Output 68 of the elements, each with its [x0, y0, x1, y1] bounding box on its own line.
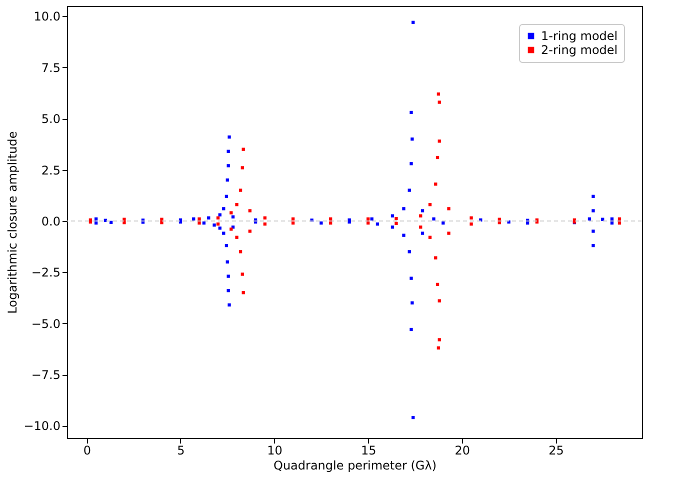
point	[291, 217, 295, 221]
point	[122, 221, 126, 224]
point	[434, 256, 438, 260]
x-tick-label: 25	[548, 444, 564, 458]
point	[436, 282, 440, 286]
point	[436, 92, 440, 96]
y-tick-label: 10.0	[34, 10, 60, 24]
point	[230, 211, 233, 214]
x-axis-title: Quadrangle perimeter (Gλ)	[273, 458, 437, 472]
point	[438, 299, 441, 302]
point	[291, 221, 295, 225]
point	[198, 217, 201, 221]
point	[235, 236, 238, 239]
x-tick-label: 15	[360, 444, 376, 458]
point	[263, 216, 266, 220]
point	[248, 209, 252, 212]
point	[122, 218, 126, 221]
y-tick-label: −10.0	[24, 419, 60, 434]
point	[470, 216, 473, 220]
point	[263, 222, 266, 226]
point	[329, 217, 332, 221]
point	[329, 221, 332, 225]
point	[436, 156, 440, 160]
y-tick-label: 0.0	[41, 214, 60, 228]
legend-label: 1-ring model	[541, 29, 618, 43]
point	[216, 216, 220, 220]
point	[248, 230, 252, 233]
point	[394, 222, 398, 226]
point	[447, 232, 450, 235]
y-tick-label: −2.5	[31, 266, 60, 280]
point	[438, 338, 441, 342]
point	[216, 222, 220, 226]
point	[436, 346, 440, 350]
y-tick-label: −7.5	[31, 368, 60, 382]
x-tick-label: 5	[177, 444, 185, 458]
point	[238, 188, 242, 192]
point	[419, 214, 422, 218]
point	[618, 217, 622, 221]
point	[438, 140, 441, 143]
y-tick-label: −5.0	[31, 316, 60, 331]
point	[428, 236, 432, 239]
point	[447, 207, 450, 210]
point	[434, 182, 438, 186]
point	[438, 100, 441, 104]
y-tick-label: 7.5	[41, 60, 60, 75]
point	[160, 221, 164, 224]
point	[242, 291, 245, 294]
point	[198, 221, 201, 225]
x-tick-label: 10	[267, 444, 282, 458]
point	[618, 221, 622, 225]
point	[235, 203, 238, 206]
y-tick-label: 5.0	[41, 112, 60, 126]
y-axis-title: Logarithmic closure amplitude	[6, 131, 20, 314]
point	[366, 221, 370, 225]
y-tick-label: 2.5	[41, 163, 60, 178]
point	[419, 226, 422, 229]
point	[242, 148, 245, 151]
point	[240, 272, 244, 276]
point	[470, 222, 473, 226]
point	[428, 203, 432, 206]
point	[366, 217, 370, 221]
point	[394, 216, 398, 220]
point	[240, 166, 244, 170]
legend-label: 2-ring model	[541, 43, 618, 57]
x-tick-label: 20	[454, 444, 470, 458]
point	[238, 250, 242, 254]
point	[160, 218, 164, 221]
x-tick-label: 0	[83, 444, 92, 458]
